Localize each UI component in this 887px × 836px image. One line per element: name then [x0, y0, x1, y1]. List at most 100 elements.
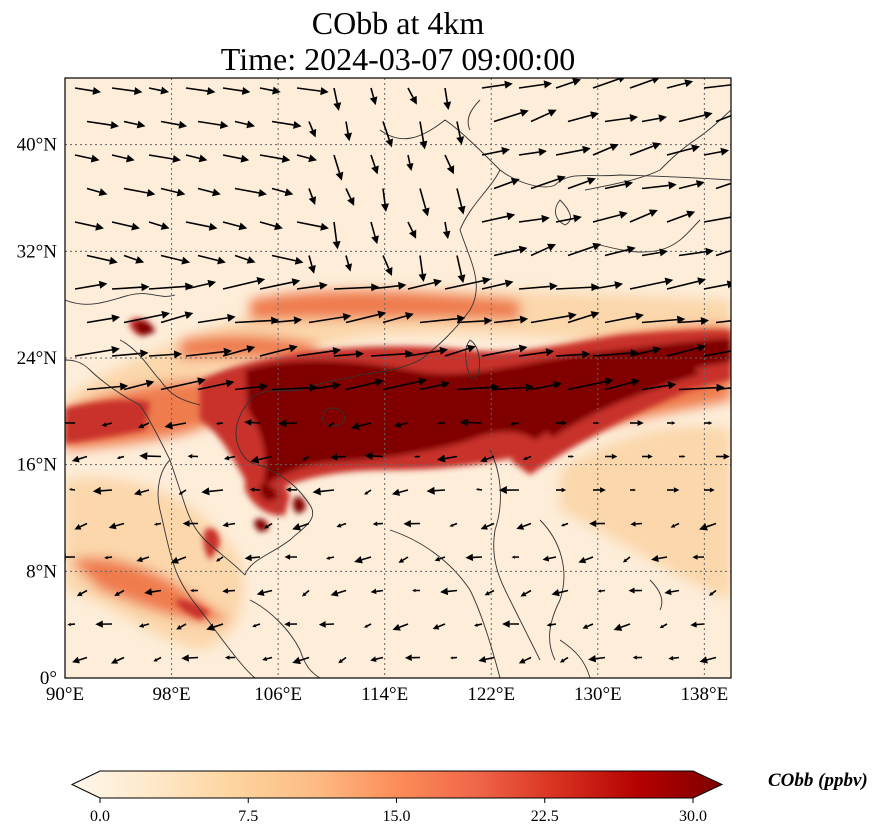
- wind-vector: [354, 556, 372, 564]
- wind-vector: [592, 143, 619, 156]
- wind-vector: [715, 319, 731, 324]
- wind-vector: [398, 556, 409, 563]
- wind-vector: [632, 655, 643, 660]
- wind-vector: [312, 487, 335, 496]
- wind-vector: [715, 387, 731, 391]
- wind-vector: [65, 422, 76, 424]
- wind-vector: [292, 522, 310, 531]
- y-tick-label-5: 40°N: [17, 135, 58, 156]
- wind-vector: [68, 488, 76, 491]
- wind-vector: [234, 187, 267, 197]
- wind-vector: [382, 255, 393, 276]
- wind-vector: [419, 380, 451, 391]
- wind-vector: [629, 142, 661, 156]
- wind-vector: [481, 80, 513, 89]
- colorbar-tick-label-4: 30.0: [679, 808, 707, 825]
- wind-vector: [370, 349, 414, 358]
- wind-vector: [667, 421, 676, 425]
- wind-vector: [234, 254, 256, 264]
- colorbar-tick-label-3: 22.5: [531, 808, 559, 825]
- x-tick-label-3: 114°E: [361, 684, 408, 705]
- wind-vector: [123, 187, 156, 197]
- colorbar-tick-label-0: 0.0: [90, 808, 110, 825]
- wind-vector: [327, 422, 335, 427]
- wind-vector: [111, 154, 135, 163]
- wind-vector: [116, 455, 125, 460]
- wind-vector: [443, 87, 452, 111]
- x-tick-label-1: 98°E: [152, 684, 190, 705]
- wind-vector: [382, 377, 428, 391]
- wind-vector: [296, 221, 329, 231]
- wind-vector: [185, 347, 232, 357]
- wind-vector: [86, 187, 108, 196]
- wind-vector: [493, 315, 529, 324]
- y-tick-label-3: 24°N: [17, 348, 58, 369]
- wind-vector: [222, 588, 236, 594]
- wind-vector: [559, 656, 569, 663]
- wind-vector: [160, 254, 191, 265]
- wind-vector: [110, 656, 125, 664]
- wind-vector: [278, 419, 298, 428]
- wind-vector: [592, 78, 625, 89]
- wind-vector: [604, 312, 644, 324]
- wind-vector: [336, 522, 347, 528]
- wind-vector: [419, 314, 466, 324]
- wind-vector: [413, 455, 421, 458]
- wind-vector: [332, 221, 341, 250]
- wind-vector: [641, 114, 668, 123]
- wind-vector: [493, 178, 520, 190]
- wind-vector: [442, 221, 451, 240]
- wind-vector: [160, 377, 206, 391]
- wind-vector: [111, 283, 150, 292]
- wind-vector: [449, 656, 458, 660]
- wind-vector: [222, 345, 256, 357]
- wind-vector: [318, 621, 335, 628]
- wind-vector: [364, 451, 384, 460]
- wind-vector: [259, 86, 281, 95]
- wind-vector: [76, 589, 88, 597]
- map-timestamp: Time: 2024-03-07 09:00:00: [220, 41, 576, 77]
- wind-vector: [597, 589, 606, 593]
- wind-vector: [370, 221, 379, 245]
- wind-vector: [351, 422, 372, 430]
- wind-vector: [460, 418, 483, 427]
- wind-vector: [133, 489, 150, 496]
- wind-vector: [296, 281, 328, 290]
- wind-vector: [434, 556, 446, 562]
- wind-vector: [642, 454, 653, 459]
- y-tick-label-4: 32°N: [17, 241, 58, 262]
- wind-vector: [659, 623, 668, 629]
- wind-vector: [509, 421, 520, 426]
- wind-vector: [407, 221, 417, 239]
- wind-vector: [271, 316, 303, 325]
- wind-vector: [520, 589, 532, 597]
- wind-vector: [630, 419, 644, 427]
- wind-vector: [407, 346, 449, 357]
- wind-vector: [604, 378, 641, 391]
- wind-vector: [480, 455, 495, 463]
- wind-vector: [629, 209, 658, 223]
- wind-vector: [629, 277, 674, 290]
- wind-vector: [666, 79, 694, 89]
- wind-vector: [296, 87, 329, 96]
- wind-vector: [481, 146, 510, 156]
- wind-vector: [567, 177, 596, 190]
- wind-vector: [555, 78, 582, 89]
- wind-vector: [86, 382, 129, 391]
- wind-vector: [259, 154, 291, 163]
- wind-vector: [716, 453, 730, 460]
- wind-vector: [456, 121, 465, 145]
- wind-vector: [593, 487, 606, 493]
- wind-vector: [629, 346, 662, 357]
- wind-vector: [518, 148, 547, 157]
- wind-vector: [703, 147, 730, 156]
- wind-vector: [292, 656, 310, 665]
- wind-vector: [530, 175, 566, 190]
- wind-vector: [604, 245, 636, 257]
- wind-vector: [74, 86, 101, 95]
- wind-vector: [432, 623, 446, 630]
- wind-vector: [391, 488, 409, 496]
- wind-vector: [123, 310, 170, 324]
- wind-vector: [715, 249, 731, 257]
- wind-vector: [74, 221, 104, 231]
